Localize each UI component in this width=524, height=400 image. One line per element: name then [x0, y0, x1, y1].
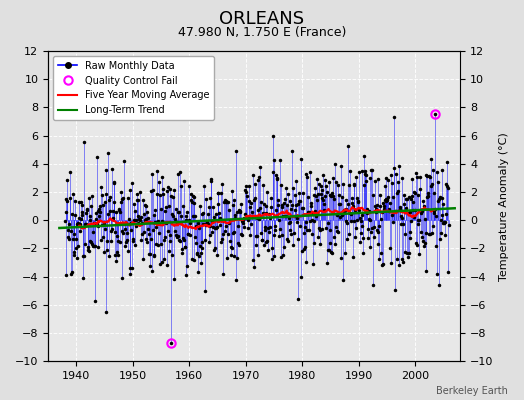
- Text: 47.980 N, 1.750 E (France): 47.980 N, 1.750 E (France): [178, 26, 346, 39]
- Y-axis label: Temperature Anomaly (°C): Temperature Anomaly (°C): [499, 132, 509, 280]
- Legend: Raw Monthly Data, Quality Control Fail, Five Year Moving Average, Long-Term Tren: Raw Monthly Data, Quality Control Fail, …: [53, 56, 214, 120]
- Text: Berkeley Earth: Berkeley Earth: [436, 386, 508, 396]
- Text: ORLEANS: ORLEANS: [220, 10, 304, 28]
